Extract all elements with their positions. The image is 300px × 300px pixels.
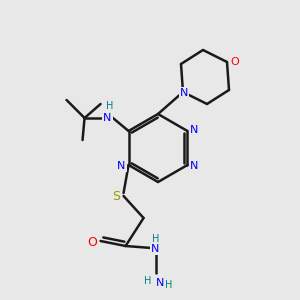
Text: N: N: [190, 125, 199, 135]
Text: H: H: [106, 101, 113, 111]
Text: N: N: [190, 161, 199, 171]
Text: N: N: [152, 244, 160, 254]
Text: O: O: [231, 57, 239, 67]
Text: N: N: [103, 113, 112, 123]
Text: H: H: [165, 280, 172, 290]
Text: H: H: [144, 276, 151, 286]
Text: S: S: [112, 190, 121, 202]
Text: N: N: [156, 278, 165, 288]
Text: O: O: [88, 236, 98, 248]
Text: N: N: [180, 88, 188, 98]
Text: N: N: [117, 161, 126, 171]
Text: H: H: [152, 234, 159, 244]
